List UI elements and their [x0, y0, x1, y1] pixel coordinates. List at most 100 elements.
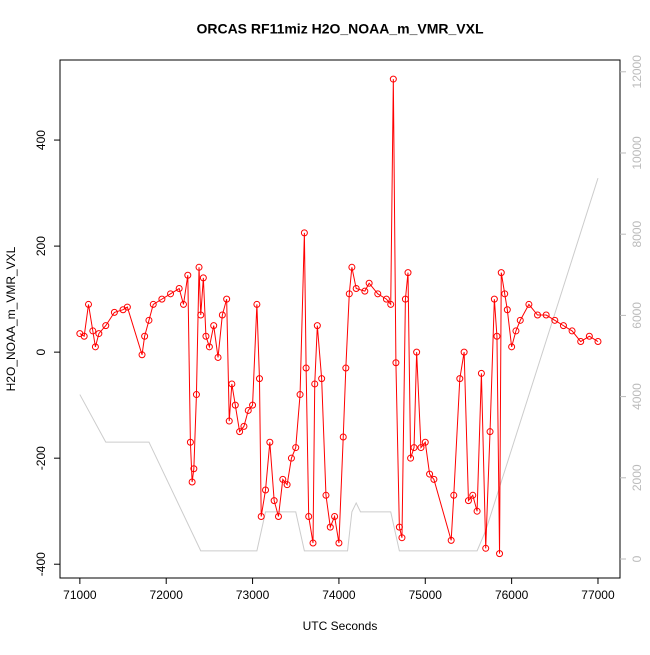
data-point [302, 364, 310, 372]
data-point [190, 465, 198, 473]
data-point [542, 311, 550, 319]
data-point [501, 290, 509, 298]
data-point [240, 422, 248, 430]
data-point [309, 539, 317, 547]
data-point [322, 491, 330, 499]
data-point [184, 271, 192, 279]
data-point [361, 287, 369, 295]
y2-tick-label: 6000 [630, 302, 644, 329]
x-tick-label: 76000 [495, 588, 529, 602]
y-tick-label: 400 [34, 130, 48, 150]
data-point [460, 348, 468, 356]
data-point [464, 497, 472, 505]
data-point [214, 353, 222, 361]
data-point [110, 308, 118, 316]
y-tick-label: 0 [34, 348, 48, 355]
y-axis-label: H2O_NOAA_m_VMR_VXL [4, 246, 18, 391]
data-point [345, 290, 353, 298]
data-point [477, 369, 485, 377]
data-point [326, 523, 334, 531]
data-point [228, 380, 236, 388]
data-point [450, 491, 458, 499]
data-point [568, 327, 576, 335]
data-point [205, 343, 213, 351]
data-point [503, 306, 511, 314]
data-point [244, 406, 252, 414]
series-line [79, 178, 599, 552]
data-point [313, 322, 321, 330]
data-point [392, 359, 400, 367]
data-point [389, 75, 397, 83]
data-point [300, 229, 308, 237]
data-point [199, 274, 207, 282]
data-point [577, 338, 585, 346]
data-point [158, 295, 166, 303]
data-point [210, 322, 218, 330]
data-point [91, 343, 99, 351]
data-point [192, 391, 200, 399]
x-tick-label: 77000 [581, 588, 615, 602]
data-point [365, 279, 373, 287]
data-point [197, 311, 205, 319]
y-tick-label: 200 [34, 236, 48, 256]
chart-title: ORCAS RF11miz H2O_NOAA_m_VMR_VXL [196, 21, 484, 37]
data-point [430, 475, 438, 483]
data-point [225, 417, 233, 425]
data-point [534, 311, 542, 319]
data-point [80, 332, 88, 340]
data-point [398, 534, 406, 542]
y2-tick-label: 12000 [630, 55, 644, 89]
y2-tick-label: 2000 [630, 464, 644, 491]
data-point [413, 348, 421, 356]
data-point [292, 444, 300, 452]
data-point [490, 295, 498, 303]
data-point [497, 269, 505, 277]
data-point [84, 300, 92, 308]
y-tick-label: -200 [34, 446, 48, 470]
data-point [255, 375, 263, 383]
x-tick-label: 74000 [322, 588, 356, 602]
data-point [496, 550, 504, 558]
data-point [175, 285, 183, 293]
data-point [493, 332, 501, 340]
data-point [352, 285, 360, 293]
data-point [404, 269, 412, 277]
data-point [417, 444, 425, 452]
data-point [270, 497, 278, 505]
plot-frame [59, 59, 621, 579]
data-point [482, 544, 490, 552]
data-point [167, 290, 175, 298]
data-point [401, 295, 409, 303]
data-point [89, 327, 97, 335]
data-point [141, 332, 149, 340]
data-point [559, 322, 567, 330]
data-point [188, 478, 196, 486]
y2-tick-label: 4000 [630, 383, 644, 410]
data-point [469, 491, 477, 499]
data-point [516, 316, 524, 324]
data-point [339, 433, 347, 441]
data-point [387, 300, 395, 308]
x-tick-label: 72000 [150, 588, 184, 602]
y2-tick-label: 10000 [630, 136, 644, 170]
data-point [342, 364, 350, 372]
data-point [231, 401, 239, 409]
data-point [95, 330, 103, 338]
data-point [311, 380, 319, 388]
data-point [195, 263, 203, 271]
data-point [395, 523, 403, 531]
data-point [223, 295, 231, 303]
data-point [249, 401, 257, 409]
data-point [447, 536, 455, 544]
x-axis-label: UTC Seconds [303, 619, 378, 633]
data-point [305, 512, 313, 520]
data-point [473, 507, 481, 515]
data-point [257, 512, 265, 520]
data-point [179, 300, 187, 308]
y-tick-label: -400 [34, 552, 48, 576]
data-point [274, 512, 282, 520]
data-point [426, 470, 434, 478]
data-point [508, 343, 516, 351]
data-point [348, 263, 356, 271]
data-point [262, 486, 270, 494]
